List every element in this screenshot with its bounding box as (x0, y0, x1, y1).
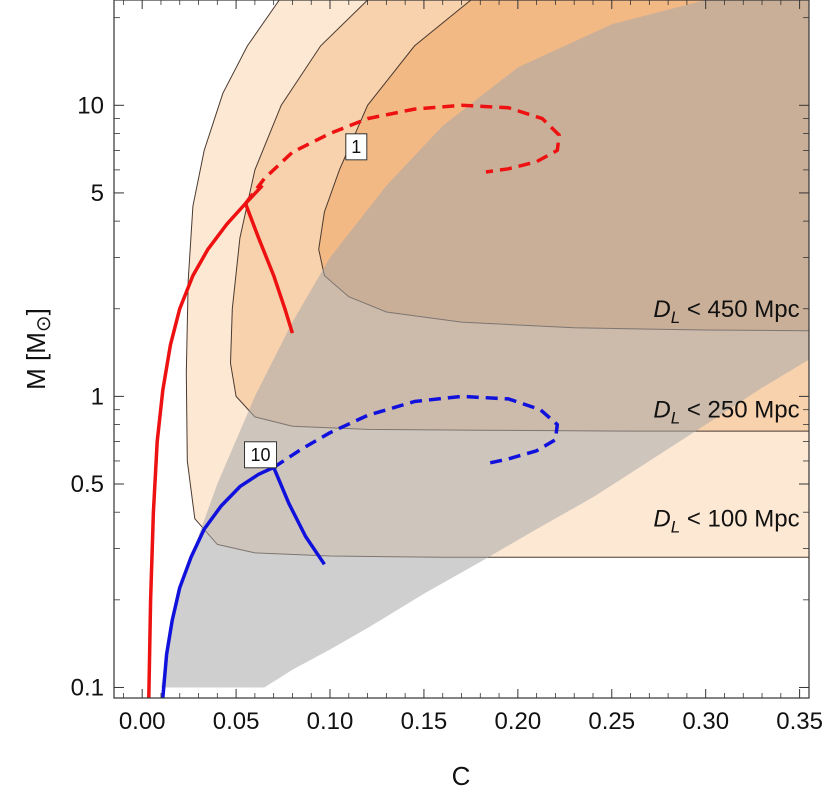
y-tick-label-1: 0.5 (71, 471, 104, 498)
y-axis: 0.1 0.5 1 5 10 (71, 17, 809, 701)
annotation-label-0: 1 (351, 137, 361, 157)
y-tick-label-4: 10 (77, 92, 104, 119)
annotations: 1 10 (244, 133, 368, 469)
x-tick-label-5: 0.25 (588, 708, 635, 735)
annotation-box-1 (244, 441, 278, 469)
series-line-4 (272, 466, 326, 566)
x-tick-label-6: 0.30 (682, 708, 729, 735)
region-label-1: DL < 250 Mpc (653, 397, 799, 428)
region-label-2: DL < 450 Mpc (653, 296, 799, 327)
series-line-3 (161, 465, 275, 698)
x-tick-label-1: 0.05 (213, 708, 260, 735)
y-tick-label-3: 5 (91, 180, 104, 207)
series-line-0 (147, 184, 264, 698)
annotation-label-1: 10 (250, 445, 270, 465)
x-axis: 0.00 0.05 0.10 0.15 0.20 0.25 0.30 0.35 (119, 0, 823, 735)
region-labels: DL < 100 Mpc DL < 250 Mpc DL < 450 Mpc (653, 296, 799, 537)
y-axis-title: M [M⊙] (21, 308, 55, 390)
x-axis-title: C (452, 761, 471, 791)
y-tick-label-2: 1 (91, 383, 104, 410)
series-line-5 (272, 394, 560, 469)
x-tick-label-3: 0.15 (401, 708, 448, 735)
sun-symbol: ⊙ (33, 315, 55, 332)
eos-band (161, 0, 809, 688)
annotation-box-0 (345, 133, 368, 161)
x-tick-label-0: 0.00 (119, 708, 166, 735)
x-tick-label-4: 0.20 (494, 708, 541, 735)
eos-band-fill (161, 0, 809, 688)
x-tick-label-2: 0.10 (307, 708, 354, 735)
series-line-1 (243, 202, 295, 334)
region-label-0: DL < 100 Mpc (653, 506, 799, 537)
y-tick-label-0: 0.1 (71, 674, 104, 701)
mass-curves (147, 103, 561, 698)
x-tick-label-7: 0.35 (776, 708, 823, 735)
series-line-2 (244, 103, 561, 205)
